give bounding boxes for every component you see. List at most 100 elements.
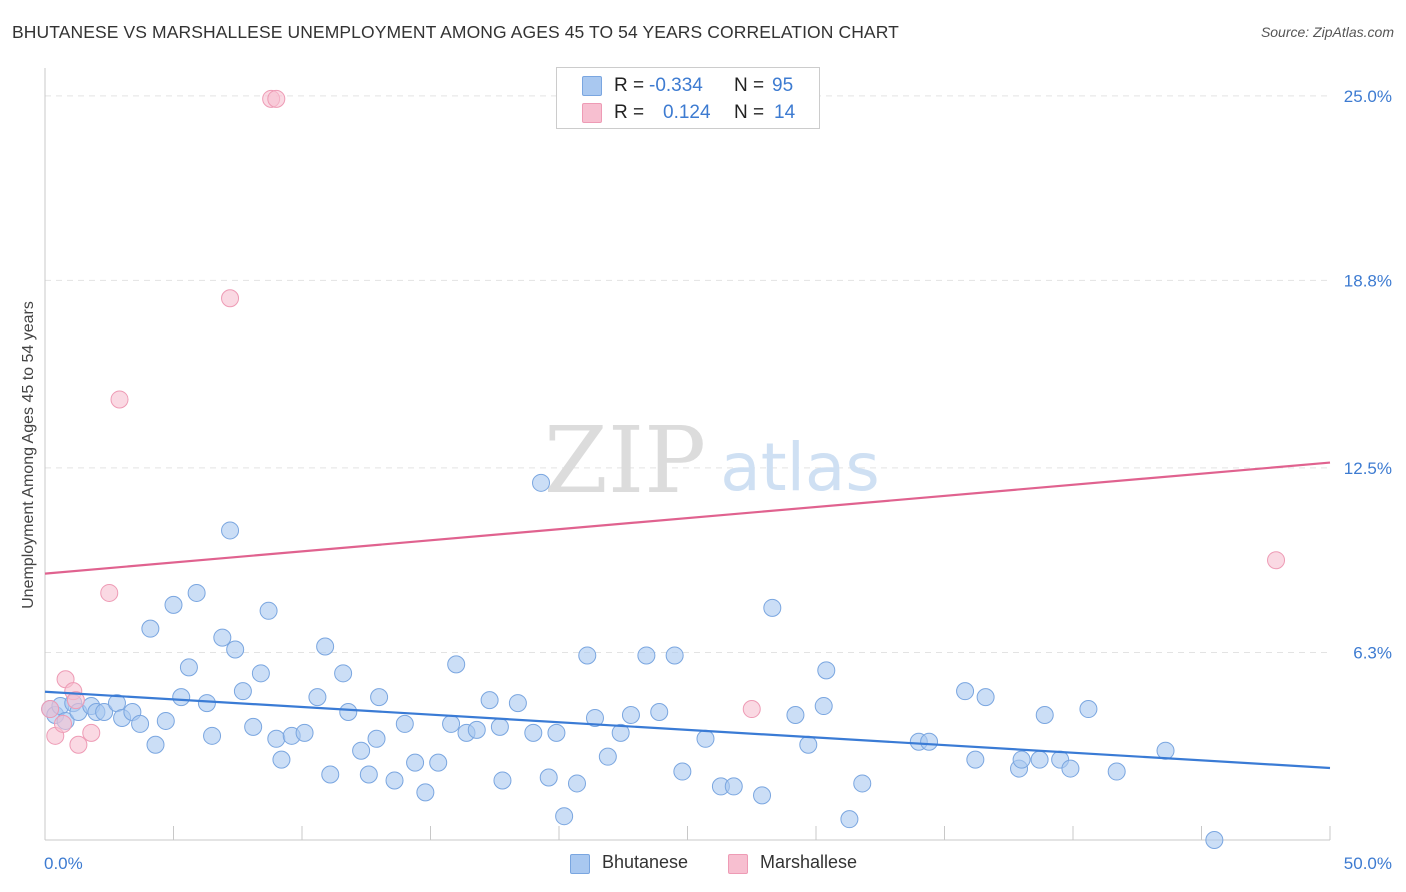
bhutanese-point [416,783,435,802]
legend-row-marshallese: R = 0.124 N = 14 [557,100,819,127]
marshallese-point [41,700,60,719]
stats-legend: R = -0.334 N = 95 R = 0.124 N = 14 [556,67,820,129]
bhutanese-point [406,753,425,772]
marshallese-point [100,583,119,602]
bhutanese-point [539,768,558,787]
bhutanese-point [480,691,499,710]
bhutanese-point [429,753,448,772]
bhutanese-point [1035,705,1054,724]
y-tick-label: 25.0% [1344,87,1392,106]
bhutanese-point [339,703,358,722]
marshallese-trend-line [44,461,1331,575]
legend-swatch-bhutanese [570,854,590,874]
bhutanese-point [359,765,378,784]
bhutanese-point [547,723,566,742]
bhutanese-point [334,664,353,683]
bhutanese-point [251,664,270,683]
bhutanese-point [172,688,191,707]
legend-r-value: -0.334 [649,75,703,96]
bhutanese-point [696,729,715,748]
bhutanese-point [840,810,859,829]
trend-lines [44,461,1331,770]
legend-swatch-marshallese [582,103,602,123]
bhutanese-point [213,628,232,647]
bhutanese-point [146,735,165,754]
bhutanese-point [267,729,286,748]
marshallese-point [742,700,761,719]
series-legend: Bhutanese Marshallese [0,852,1406,878]
bhutanese-point [316,637,335,656]
bhutanese-point [370,688,389,707]
bhutanese-point [585,708,604,727]
bhutanese-point [920,732,939,751]
bhutanese-point [467,720,486,739]
legend-n-value: 95 [772,75,794,96]
bhutanese-point [244,717,263,736]
legend-swatch-bhutanese [582,76,602,96]
bhutanese-point [814,697,833,716]
bhutanese-point [637,646,656,665]
bhutanese-point [611,723,630,742]
bhutanese-point [1061,759,1080,778]
y-tick-labels: 6.3% 12.5% 18.8% 25.0% [1344,87,1392,663]
legend-r-label: R = [614,75,645,96]
y-tick-label: 6.3% [1353,643,1392,662]
bhutanese-point [131,714,150,733]
bhutanese-point [524,723,543,742]
bhutanese-point [295,723,314,742]
marshallese-point [66,691,85,710]
bhutanese-point [187,583,206,602]
legend-label-bhutanese: Bhutanese [602,852,689,872]
legend-row-bhutanese: R = -0.334 N = 95 [557,73,819,100]
bhutanese-point [817,661,836,680]
bhutanese-point [203,726,222,745]
marshallese-point [82,723,101,742]
bhutanese-point [259,601,278,620]
bhutanese-point [95,703,114,722]
x-tick-label: 50.0% [1344,854,1392,873]
watermark-atlas: atlas [720,429,880,506]
legend-r-value: 0.124 [663,102,711,123]
bhutanese-point [490,717,509,736]
bhutanese-point [321,765,340,784]
bhutanese-point [853,774,872,793]
bhutanese-point [673,762,692,781]
bhutanese-point [650,703,669,722]
bhutanese-point [395,714,414,733]
source-label: Source: ZipAtlas.com [1260,24,1394,40]
bhutanese-point [442,714,461,733]
y-tick-label: 12.5% [1344,459,1392,478]
bhutanese-point [1205,831,1224,849]
bhutanese-trend-line [44,690,1331,770]
bhutanese-point [308,688,327,707]
bhutanese-point [447,655,466,674]
bhutanese-point [567,774,586,793]
y-tick-label: 18.8% [1344,271,1392,290]
marshallese-point [221,289,240,308]
bhutanese-point [763,598,782,617]
legend-n-label: N = [734,102,765,123]
bhutanese-point [966,750,985,769]
bhutanese-point [352,741,371,760]
bhutanese-point [555,807,574,826]
legend-label-marshallese: Marshallese [760,852,858,872]
bhutanese-point [724,777,743,796]
marshallese-points [41,89,1286,754]
bhutanese-point [164,595,183,614]
bhutanese-point [221,521,240,540]
bhutanese-point [786,705,805,724]
bhutanese-point [665,646,684,665]
bhutanese-point [367,729,386,748]
legend-n-value: 14 [774,102,796,123]
gridlines [45,95,1330,653]
bhutanese-point [1079,700,1098,719]
bhutanese-point [578,646,597,665]
bhutanese-points [41,473,1224,849]
marshallese-point [110,390,129,409]
x-tick-labels: 0.0% 50.0% [44,854,1392,873]
bhutanese-point [272,750,291,769]
chart-title: BHUTANESE VS MARSHALLESE UNEMPLOYMENT AM… [12,22,899,42]
legend-r-label: R = [614,102,645,123]
x-tick-label: 0.0% [44,854,83,873]
marshallese-point [53,714,72,733]
